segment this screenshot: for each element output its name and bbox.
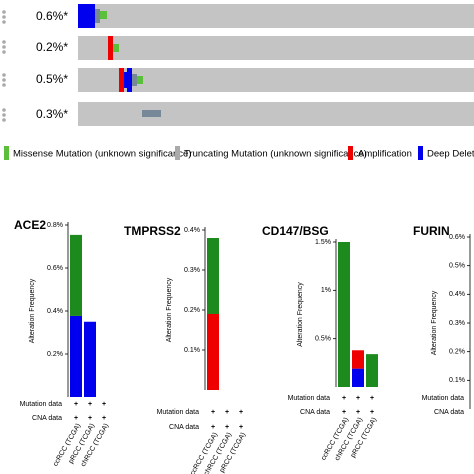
y-tick-label: 0.2% — [449, 349, 465, 356]
y-tick-label: 0.4% — [184, 227, 200, 234]
row-label: CNA data — [169, 424, 199, 431]
row-label: Mutation data — [422, 395, 465, 402]
y-tick-label: 0.1% — [184, 347, 200, 354]
y-tick-label: 0.4% — [47, 308, 63, 315]
bar-segment — [338, 242, 350, 387]
bar-segment — [207, 238, 219, 314]
row-marker: + — [102, 401, 106, 408]
y-tick-label: 0.4% — [449, 291, 465, 298]
bar-segment — [207, 314, 219, 390]
row-marker: + — [225, 409, 229, 416]
y-axis-label: Alteration Frequency — [297, 282, 304, 347]
row-label: 0.6%* — [36, 9, 68, 23]
chart-title: FURIN — [413, 224, 450, 238]
legend: Missense Mutation (unknown significance)… — [4, 146, 474, 160]
row-marker: + — [211, 424, 215, 431]
chart-title: CD147/BSG — [262, 224, 329, 238]
row-label: Mutation data — [157, 409, 200, 416]
row-label: 0.2%* — [36, 40, 68, 54]
y-tick-label: 0.5% — [449, 263, 465, 270]
legend-label: Deep Deletion — [427, 149, 474, 160]
bar-segment — [366, 354, 378, 387]
row-label: Mutation data — [288, 395, 331, 402]
y-tick-label: 0.3% — [184, 267, 200, 274]
y-tick-label: 1% — [321, 287, 331, 294]
row-marker: + — [342, 409, 346, 416]
chart-title: ACE2 — [14, 218, 46, 232]
y-tick-label: 0.6% — [449, 234, 465, 241]
row-label: CNA data — [32, 415, 62, 422]
row-marker: + — [74, 401, 78, 408]
legend-label: Truncating Mutation (unknown significanc… — [184, 149, 367, 160]
row-marker: + — [74, 415, 78, 422]
chart-title: TMPRSS2 — [124, 224, 181, 238]
row-marker: + — [211, 409, 215, 416]
row-marker: + — [370, 395, 374, 402]
bar-segment — [70, 234, 82, 316]
bar-segment — [352, 368, 364, 387]
y-tick-label: 0.8% — [47, 222, 63, 229]
row-label: CNA data — [300, 409, 330, 416]
legend-label: Amplification — [358, 149, 412, 160]
row-label: 0.3%* — [36, 107, 68, 121]
y-tick-label: 0.6% — [47, 265, 63, 272]
row-marker: + — [102, 415, 106, 422]
y-axis-label: Alteration Frequency — [29, 278, 36, 343]
row-marker: + — [342, 395, 346, 402]
bar-segment — [84, 321, 96, 397]
legend-label: Missense Mutation (unknown significance) — [13, 149, 191, 160]
y-tick-label: 0.1% — [449, 377, 465, 384]
y-tick-label: 0.5% — [315, 336, 331, 343]
y-tick-label: 0.2% — [47, 351, 63, 358]
row-label: Mutation data — [20, 401, 63, 408]
row-marker: + — [356, 395, 360, 402]
row-marker: + — [370, 409, 374, 416]
row-marker: + — [239, 409, 243, 416]
row-marker: + — [225, 424, 229, 431]
bar-segment — [70, 315, 82, 397]
row-marker: + — [239, 424, 243, 431]
row-label: 0.5%* — [36, 72, 68, 86]
row-marker: + — [88, 401, 92, 408]
y-tick-label: 0.3% — [449, 320, 465, 327]
y-axis-label: Alteration Frequency — [431, 290, 438, 355]
bar-segment — [352, 350, 364, 369]
oncoprint: 0.6%* 0.2%* 0.5%* 0.3%* — [2, 4, 474, 126]
row-marker: + — [356, 409, 360, 416]
y-tick-label: 1.5% — [315, 239, 331, 246]
y-tick-label: 0.2% — [184, 307, 200, 314]
y-axis-label: Alteration Frequency — [166, 277, 173, 342]
row-marker: + — [88, 415, 92, 422]
row-label: CNA data — [434, 409, 464, 416]
